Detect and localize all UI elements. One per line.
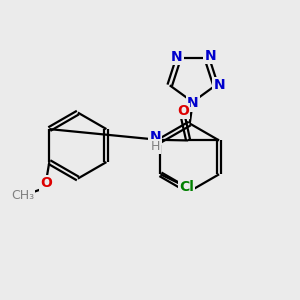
Text: N: N bbox=[213, 78, 225, 92]
Text: N: N bbox=[205, 49, 216, 63]
Text: N: N bbox=[149, 130, 161, 144]
Text: O: O bbox=[40, 176, 52, 190]
Text: N: N bbox=[171, 50, 183, 64]
Text: O: O bbox=[177, 104, 189, 118]
Text: Cl: Cl bbox=[179, 180, 194, 194]
Text: CH₃: CH₃ bbox=[11, 189, 35, 202]
Text: H: H bbox=[151, 140, 160, 153]
Text: N: N bbox=[187, 97, 199, 110]
